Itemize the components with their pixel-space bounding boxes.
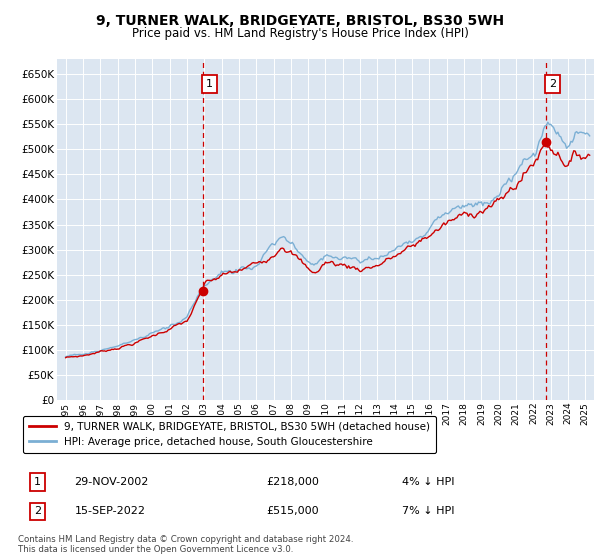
- Text: £515,000: £515,000: [266, 506, 319, 516]
- Text: 29-NOV-2002: 29-NOV-2002: [74, 477, 149, 487]
- Text: 7% ↓ HPI: 7% ↓ HPI: [401, 506, 454, 516]
- Text: £218,000: £218,000: [266, 477, 319, 487]
- Text: 15-SEP-2022: 15-SEP-2022: [74, 506, 145, 516]
- Text: Contains HM Land Registry data © Crown copyright and database right 2024.
This d: Contains HM Land Registry data © Crown c…: [18, 535, 353, 554]
- Legend: 9, TURNER WALK, BRIDGEYATE, BRISTOL, BS30 5WH (detached house), HPI: Average pri: 9, TURNER WALK, BRIDGEYATE, BRISTOL, BS3…: [23, 416, 436, 453]
- Text: 1: 1: [34, 477, 41, 487]
- Text: 2: 2: [549, 79, 556, 89]
- Text: Price paid vs. HM Land Registry's House Price Index (HPI): Price paid vs. HM Land Registry's House …: [131, 27, 469, 40]
- Text: 2: 2: [34, 506, 41, 516]
- Text: 1: 1: [206, 79, 213, 89]
- Text: 4% ↓ HPI: 4% ↓ HPI: [401, 477, 454, 487]
- Text: 9, TURNER WALK, BRIDGEYATE, BRISTOL, BS30 5WH: 9, TURNER WALK, BRIDGEYATE, BRISTOL, BS3…: [96, 14, 504, 28]
